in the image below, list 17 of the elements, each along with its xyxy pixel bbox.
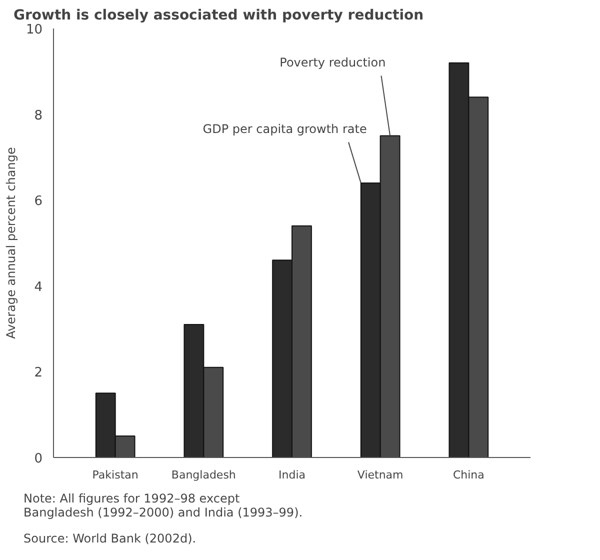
y-tick-label: 4 — [34, 280, 43, 295]
text: Note: All figures for 1992–98 except Bangladesh (1992–2000) and India (1993–99). — [24, 492, 303, 520]
y-tick-label: 8 — [34, 108, 43, 124]
y-tick-label: 2 — [34, 366, 43, 381]
text: GDP per capita growth rate — [202, 122, 367, 136]
x-tick-label: Bangladesh — [171, 468, 236, 482]
x-tick-label: Pakistan — [92, 468, 138, 482]
y-tick-label: 6 — [34, 194, 43, 210]
x-tick-label: China — [452, 468, 484, 482]
chart-title: Growth is closely associated with poverty reduction — [14, 8, 424, 24]
source-note: Source: World Bank (2002d). — [24, 532, 196, 546]
y-tick-label: 10 — [26, 22, 43, 38]
x-tick-label: Vietnam — [357, 468, 404, 482]
y-axis-title: Average annual percent change — [4, 147, 18, 339]
x-tick-label: India — [278, 468, 306, 482]
text: Poverty reduction — [280, 55, 386, 70]
y-tick-label: 0 — [34, 452, 43, 466]
